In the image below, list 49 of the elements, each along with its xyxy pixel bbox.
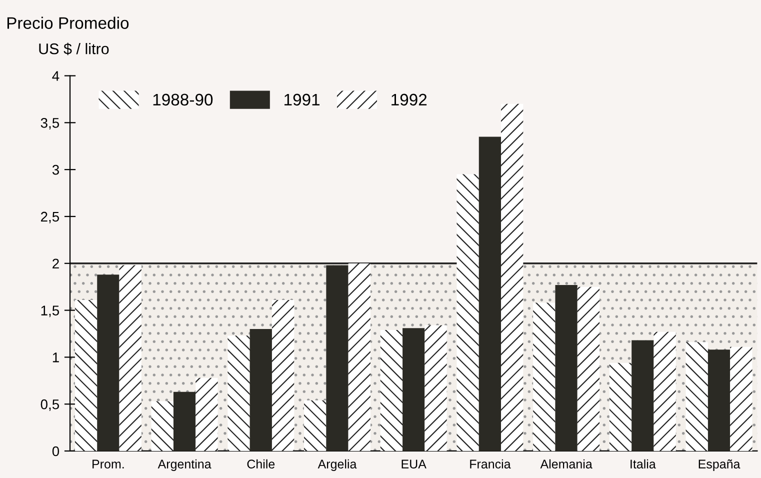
bar bbox=[708, 350, 730, 451]
legend-label: 1992 bbox=[392, 94, 427, 106]
y-tick-label: 2,5 bbox=[40, 212, 60, 224]
bar bbox=[348, 263, 370, 451]
bar bbox=[173, 392, 196, 451]
y-tick-label: 0 bbox=[52, 446, 60, 456]
bar bbox=[304, 400, 326, 451]
bar bbox=[119, 265, 142, 451]
y-tick-label: 4 bbox=[52, 71, 60, 81]
bar bbox=[501, 104, 524, 451]
x-tick-label: Francia bbox=[470, 459, 511, 469]
bar bbox=[609, 362, 632, 451]
y-tick-label: 3 bbox=[52, 164, 59, 175]
bar bbox=[478, 136, 502, 451]
bar bbox=[228, 336, 250, 451]
bar bbox=[97, 274, 120, 451]
bar bbox=[380, 330, 403, 451]
chart-title: Precio Promedio bbox=[7, 16, 129, 29]
x-tick-label: EUA bbox=[402, 460, 426, 469]
bar bbox=[250, 329, 272, 451]
bar bbox=[74, 300, 98, 451]
bar bbox=[577, 286, 600, 451]
bar bbox=[555, 284, 578, 451]
bar bbox=[196, 378, 218, 451]
bar bbox=[730, 346, 752, 451]
bar bbox=[402, 328, 425, 451]
x-tick-label: España bbox=[698, 459, 740, 471]
x-tick-label: Chile bbox=[247, 459, 275, 469]
legend-label: 1991 bbox=[284, 94, 320, 106]
bar bbox=[632, 340, 654, 451]
bar bbox=[654, 332, 676, 451]
bar bbox=[424, 325, 447, 451]
y-tick-label: 1,5 bbox=[41, 306, 60, 318]
bar bbox=[533, 302, 556, 451]
y-tick-label: 3,5 bbox=[40, 118, 60, 130]
bar bbox=[686, 342, 708, 451]
y-tick-label: 1 bbox=[52, 352, 59, 362]
bar bbox=[151, 401, 174, 451]
bar bbox=[456, 174, 479, 451]
legend-label: 1988-90 bbox=[153, 94, 213, 106]
x-tick-label: Alemania bbox=[540, 459, 592, 469]
x-tick-label: Argentina bbox=[158, 459, 212, 471]
y-axis-title: US $ / litro bbox=[39, 42, 109, 56]
bar bbox=[272, 300, 294, 451]
x-tick-label: Italia bbox=[630, 459, 656, 469]
x-tick-label: Prom. bbox=[92, 460, 124, 469]
y-tick-label: 2 bbox=[52, 258, 59, 268]
x-tick-label: Argelia bbox=[318, 459, 357, 471]
y-tick-label: 0,5 bbox=[40, 399, 60, 411]
